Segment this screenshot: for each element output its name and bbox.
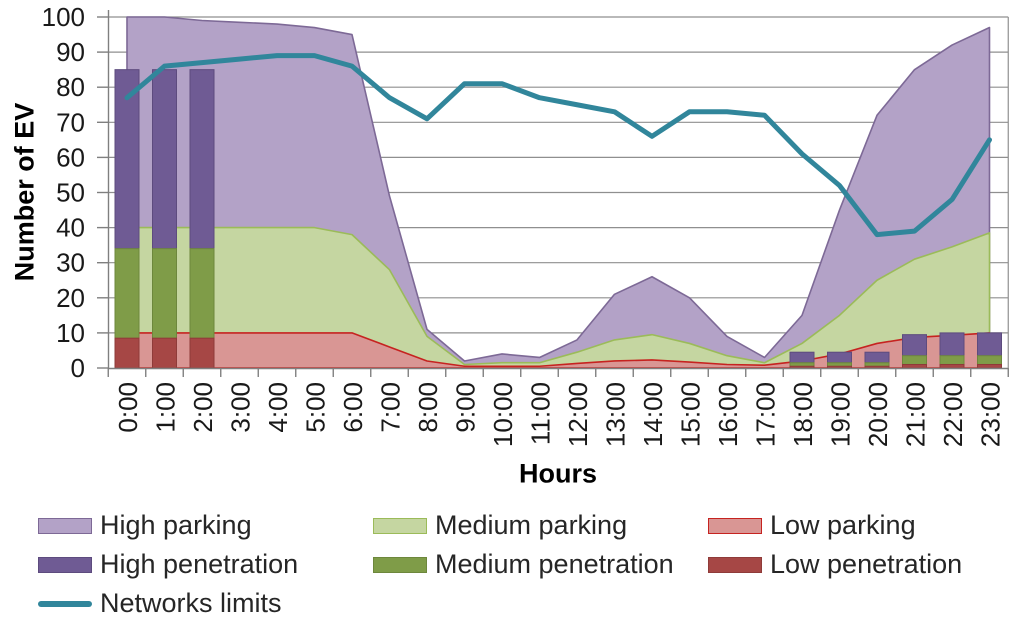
legend-swatch-bar xyxy=(373,556,427,573)
bar-low-penetration-23:00 xyxy=(977,363,1002,369)
y-axis-label: 30 xyxy=(56,248,85,278)
y-axis-label: 90 xyxy=(56,37,85,67)
x-axis-label: 5:00 xyxy=(301,382,331,433)
y-axis-label: 40 xyxy=(56,213,85,243)
legend-item-high-parking: High parking xyxy=(38,506,298,545)
x-axis-label: 15:00 xyxy=(676,382,706,447)
x-axis-label: 9:00 xyxy=(451,382,481,433)
legend-label: Low penetration xyxy=(770,549,963,579)
x-axis-label: 10:00 xyxy=(488,382,518,447)
x-axis-title: Hours xyxy=(518,458,598,489)
legend-label: Medium penetration xyxy=(435,549,674,579)
x-axis-label: 16:00 xyxy=(713,382,743,447)
x-axis-label: 14:00 xyxy=(638,382,668,447)
x-axis-label: 2:00 xyxy=(188,382,218,433)
x-axis-label: 0:00 xyxy=(113,382,143,433)
bar-low-penetration-20:00 xyxy=(864,365,890,369)
x-axis-label: 8:00 xyxy=(413,382,443,433)
x-axis-label: 18:00 xyxy=(788,382,818,447)
legend-swatch-bar xyxy=(708,556,762,573)
y-axis-label: 0 xyxy=(71,353,85,383)
legend-item-low-penetration: Low penetration xyxy=(708,545,962,584)
networks-limits-line xyxy=(124,53,992,238)
legend-column: Low parking Low penetration xyxy=(708,506,962,584)
x-axis-label: 12:00 xyxy=(563,382,593,447)
legend-item-medium-penetration: Medium penetration xyxy=(373,545,674,584)
x-axis-label: 11:00 xyxy=(526,382,556,445)
x-axis-label: 21:00 xyxy=(901,382,931,447)
bar-low-penetration-22:00 xyxy=(939,363,965,369)
legend-swatch-area xyxy=(38,517,92,534)
legend-item-networks-limits: Networks limits xyxy=(38,584,298,623)
y-axis-title: Number of EV xyxy=(9,102,40,282)
x-axis-label: 4:00 xyxy=(263,382,293,433)
legend-column: Medium parking Medium penetration xyxy=(373,506,674,584)
y-axis-label: 70 xyxy=(56,107,85,137)
x-axis-label: 13:00 xyxy=(601,382,631,447)
x-axis-label: 3:00 xyxy=(226,382,256,433)
y-axis-label: 80 xyxy=(56,72,85,102)
x-axis-label: 7:00 xyxy=(376,382,406,433)
y-axis-label: 10 xyxy=(56,318,85,348)
legend-swatch-line xyxy=(38,600,92,607)
legend-label: High parking xyxy=(100,510,252,540)
bar-low-penetration-2:00 xyxy=(189,337,215,369)
legend-swatch-area xyxy=(708,517,762,534)
bar-low-penetration-21:00 xyxy=(902,363,927,369)
bar-low-penetration-18:00 xyxy=(789,365,815,369)
bar-low-penetration-19:00 xyxy=(827,365,852,369)
y-axis-label: 100 xyxy=(42,2,85,32)
x-axis-label: 17:00 xyxy=(751,382,781,447)
x-axis-label: 22:00 xyxy=(938,382,968,447)
chart-legend: High parking High penetration Networks lim… xyxy=(0,506,1024,625)
bar-low-penetration-1:00 xyxy=(152,337,177,369)
bar-low-penetration-0:00 xyxy=(114,337,140,369)
y-axis-label: 20 xyxy=(56,283,85,313)
x-axis-label: 19:00 xyxy=(826,382,856,447)
legend-item-high-penetration: High penetration xyxy=(38,545,298,584)
x-axis-label: 20:00 xyxy=(863,382,893,447)
legend-label: Networks limits xyxy=(100,588,282,618)
x-axis-label: 6:00 xyxy=(338,382,368,433)
x-axis-label: 1:00 xyxy=(151,382,181,433)
y-axis-label: 60 xyxy=(56,142,85,172)
legend-column: High parking High penetration Networks lim… xyxy=(38,506,298,623)
x-axis-label: 23:00 xyxy=(976,382,1006,447)
legend-label: Low parking xyxy=(770,510,916,540)
legend-swatch-area xyxy=(373,517,427,534)
y-axis-label: 50 xyxy=(56,178,85,208)
legend-item-low-parking: Low parking xyxy=(708,506,962,545)
legend-swatch-bar xyxy=(38,556,92,573)
legend-item-medium-parking: Medium parking xyxy=(373,506,674,545)
legend-label: High penetration xyxy=(100,549,299,579)
legend-label: Medium parking xyxy=(435,510,628,540)
